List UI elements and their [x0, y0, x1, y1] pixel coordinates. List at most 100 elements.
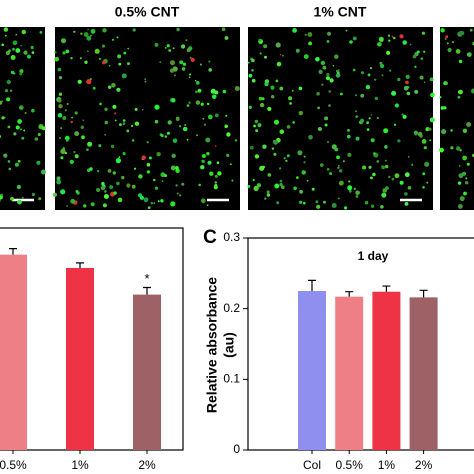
cell: [114, 112, 117, 115]
cell: [10, 70, 15, 75]
cell: [216, 161, 220, 164]
cell: [315, 200, 319, 204]
cell: [416, 50, 420, 54]
cell: [322, 65, 327, 70]
cell: [164, 174, 167, 178]
cell: [109, 185, 114, 190]
cell: [264, 82, 269, 87]
cell: [369, 67, 373, 70]
cell: [77, 79, 82, 84]
cell: [262, 144, 267, 149]
cell: [79, 57, 82, 60]
cell: [360, 93, 365, 98]
cell: [57, 67, 62, 72]
cell: [127, 47, 130, 50]
x-tick-label: 1%: [378, 458, 396, 472]
cell: [381, 192, 387, 198]
cell: [181, 182, 185, 186]
cell: [116, 36, 119, 39]
cell: [349, 40, 353, 44]
cell: [419, 75, 424, 80]
cell: [131, 184, 136, 189]
cell: [372, 172, 376, 177]
cell: [370, 176, 373, 180]
cell: [299, 189, 303, 194]
cell: [399, 34, 404, 39]
cell: [355, 190, 360, 196]
cell: [329, 172, 333, 176]
cell: [336, 155, 340, 160]
cell: [428, 127, 432, 131]
cell: [87, 50, 89, 53]
cell: [248, 105, 252, 110]
cell: [56, 179, 62, 185]
cell: [292, 121, 295, 124]
cell: [132, 28, 136, 32]
cell: [469, 28, 473, 32]
cell: [316, 204, 321, 209]
cell: [450, 129, 453, 132]
cell: [87, 141, 93, 147]
cell: [248, 73, 253, 78]
cell: [275, 42, 281, 48]
cell: [339, 169, 343, 173]
cell: [271, 95, 275, 99]
bar: [298, 291, 326, 450]
cell: [214, 145, 217, 147]
cell: [153, 178, 156, 182]
cell: [217, 171, 222, 176]
cell: [440, 28, 445, 33]
cell: [321, 83, 324, 86]
cell: [279, 167, 282, 170]
cell: [430, 92, 435, 98]
cell: [465, 177, 468, 180]
cell: [0, 193, 3, 196]
cell: [247, 61, 250, 64]
cell: [5, 34, 7, 37]
cell: [209, 171, 214, 176]
cell: [423, 146, 427, 150]
cell: [117, 197, 123, 203]
cell: [200, 198, 206, 204]
cell: [364, 201, 369, 205]
cell: [112, 104, 117, 109]
cell: [251, 78, 256, 83]
cell: [169, 68, 175, 73]
cell: [17, 199, 22, 205]
cell: [315, 57, 320, 62]
cell: [39, 31, 43, 34]
cell: [21, 29, 26, 35]
cell: [104, 120, 109, 125]
cell: [324, 116, 329, 121]
cell: [421, 139, 427, 144]
cell: [415, 133, 417, 136]
cell: [90, 202, 95, 207]
cell: [116, 87, 121, 92]
cell: [402, 40, 408, 45]
cell: [458, 30, 464, 36]
cell: [141, 109, 144, 111]
cell: [53, 192, 57, 197]
cell: [188, 76, 191, 78]
cell: [94, 48, 100, 54]
annotation: *: [144, 271, 149, 286]
cell: [62, 116, 67, 120]
cell: [370, 138, 375, 143]
cell: [253, 124, 256, 128]
cell: [282, 55, 284, 57]
cell: [144, 78, 147, 80]
cell: [466, 122, 472, 127]
cell: [311, 187, 315, 191]
cell: [355, 195, 359, 198]
cell: [3, 27, 9, 32]
cell: [326, 40, 330, 43]
cell: [320, 60, 326, 66]
cell: [167, 120, 172, 125]
cell: [15, 48, 21, 53]
error-bar: [143, 286, 151, 295]
y-tick-label: 0: [233, 442, 240, 456]
cell: [1, 100, 4, 103]
cell: [423, 50, 426, 53]
cell: [226, 132, 231, 137]
cell: [226, 153, 230, 157]
